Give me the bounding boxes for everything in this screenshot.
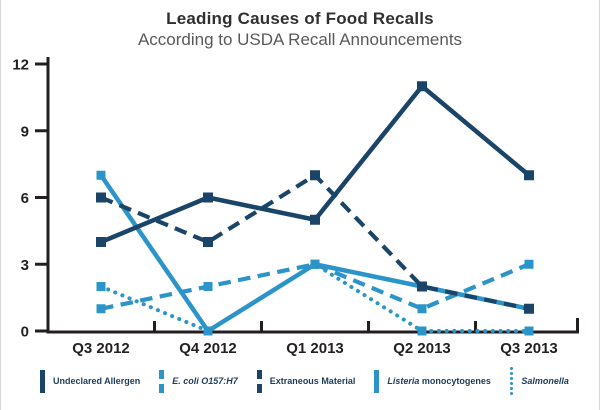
legend-item: Salmonella bbox=[509, 366, 569, 396]
series-line bbox=[99, 173, 530, 335]
data-point-marker bbox=[524, 303, 534, 314]
legend-line-sample-icon bbox=[256, 369, 262, 393]
legend-line-sample-icon bbox=[40, 369, 45, 393]
x-category-label: Q3 2012 bbox=[72, 340, 130, 357]
data-point-marker bbox=[203, 326, 213, 336]
data-point-marker bbox=[203, 192, 213, 203]
legend-line-sample-icon bbox=[509, 366, 514, 396]
legend-item: Extraneous Material bbox=[256, 369, 356, 393]
series-line bbox=[99, 261, 531, 334]
legend-label: Listeria monocytogenes bbox=[387, 376, 491, 386]
data-point-marker bbox=[203, 282, 213, 291]
y-tick-label: 12 bbox=[12, 57, 29, 74]
legend-line-sample-icon bbox=[374, 369, 380, 393]
y-tick-label: 6 bbox=[21, 190, 29, 207]
data-point-marker bbox=[96, 304, 106, 314]
data-point-marker bbox=[524, 170, 534, 181]
data-point-marker bbox=[96, 282, 106, 291]
legend-label: E. coli O157:H7 bbox=[172, 376, 238, 386]
data-point-marker bbox=[417, 81, 427, 92]
chart-title: Leading Causes of Food Recalls bbox=[166, 9, 434, 28]
data-point-marker bbox=[96, 237, 106, 247]
data-point-marker bbox=[524, 259, 534, 269]
chart-subtitle: According to USDA Recall Announcements bbox=[137, 30, 463, 49]
y-tick-label: 9 bbox=[21, 123, 29, 140]
legend-line-sample-icon bbox=[159, 369, 165, 393]
legend-item: Listeria monocytogenes bbox=[374, 369, 491, 393]
data-point-marker bbox=[203, 237, 213, 247]
x-category-label: Q2 2013 bbox=[393, 340, 451, 357]
legend-label: Salmonella bbox=[521, 376, 569, 386]
x-category-label: Q4 2012 bbox=[179, 340, 237, 357]
data-point-marker bbox=[96, 170, 106, 180]
data-point-marker bbox=[417, 304, 427, 314]
chart-legend: Undeclared Allergen E. coli O157:H7 Extran… bbox=[40, 364, 569, 398]
legend-item: E. coli O157:H7 bbox=[159, 369, 238, 393]
y-tick-label: 0 bbox=[21, 324, 29, 341]
x-category-label: Q3 2013 bbox=[500, 340, 558, 357]
x-category-label: Q1 2013 bbox=[286, 340, 344, 357]
series-undeclared-allergen bbox=[96, 81, 534, 247]
legend-item: Undeclared Allergen bbox=[40, 369, 141, 393]
data-point-marker bbox=[96, 192, 106, 203]
line-chart: 0 3 6 9 12 Q3 2012 Q4 2012 Q1 2013 Q2 2013 Q3 201… bbox=[12, 57, 579, 357]
legend-label: Extraneous Material bbox=[269, 376, 356, 386]
data-point-marker bbox=[310, 170, 320, 181]
series-listeria-monocytogenes bbox=[96, 170, 534, 336]
data-point-marker bbox=[417, 326, 427, 336]
series-extraneous-material bbox=[96, 170, 534, 314]
data-point-marker bbox=[310, 214, 320, 225]
data-point-marker bbox=[417, 281, 427, 292]
data-point-marker bbox=[310, 259, 320, 269]
data-point-marker bbox=[524, 326, 534, 336]
legend-label: Undeclared Allergen bbox=[53, 376, 141, 386]
y-tick-label: 3 bbox=[21, 257, 29, 274]
